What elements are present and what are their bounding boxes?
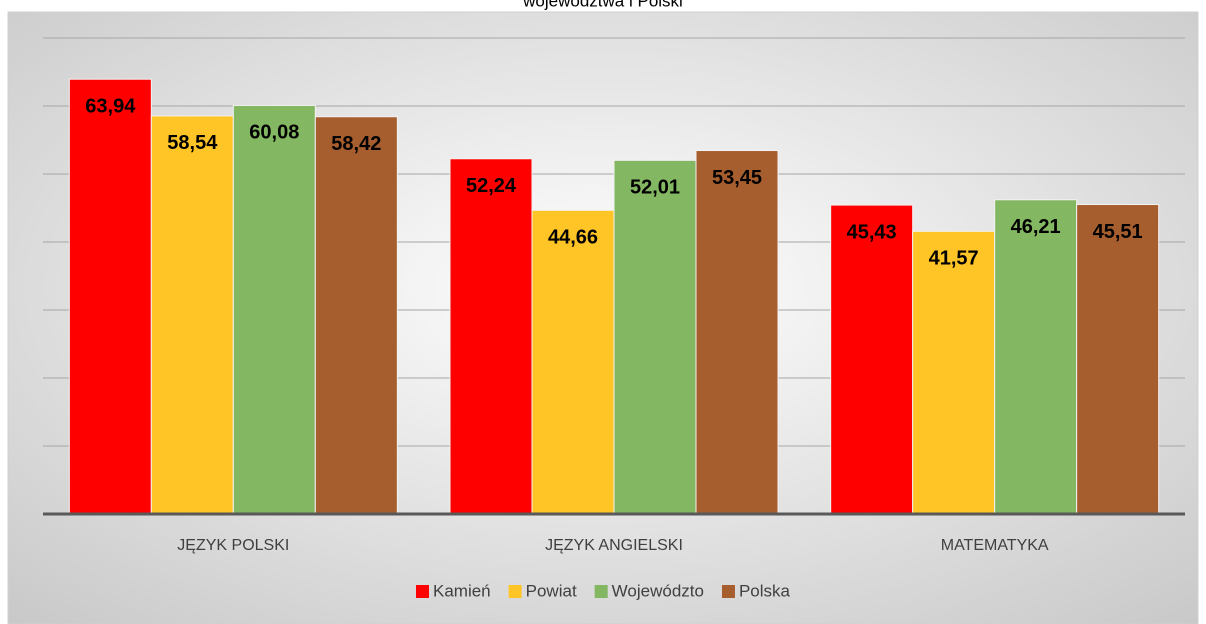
legend-label: Województo	[612, 581, 704, 600]
value-label: 52,01	[630, 177, 680, 199]
x-tick-label: JĘZYK ANGIELSKI	[545, 537, 683, 554]
value-label: 53,45	[712, 167, 762, 189]
legend-swatch	[508, 585, 522, 598]
value-label: 58,42	[331, 133, 381, 155]
bar	[912, 230, 996, 515]
legend-label: Polska	[739, 581, 791, 600]
value-label: 52,24	[466, 175, 517, 197]
bar	[314, 116, 398, 515]
bar	[150, 115, 234, 515]
value-label: 60,08	[249, 122, 299, 144]
value-label: 45,51	[1093, 221, 1143, 243]
bar	[232, 104, 316, 515]
value-label: 41,57	[929, 248, 979, 270]
x-tick-label: MATEMATYKA	[941, 537, 1049, 554]
bar	[830, 204, 914, 515]
value-label: 44,66	[548, 227, 598, 249]
bar	[449, 158, 533, 515]
bar	[1076, 204, 1160, 515]
bar	[531, 209, 615, 515]
value-label: 58,54	[167, 132, 218, 154]
legend-swatch	[416, 585, 429, 598]
bar	[994, 199, 1078, 515]
legend-swatch	[721, 585, 735, 598]
chart-title: województwa i Polski	[522, 0, 683, 10]
x-tick-label: JĘZYK POLSKI	[177, 537, 289, 554]
legend-swatch	[594, 585, 608, 598]
legend-label: Kamień	[433, 581, 491, 600]
bar	[695, 150, 779, 515]
value-label: 45,43	[847, 221, 897, 243]
value-label: 46,21	[1011, 216, 1061, 238]
bar	[613, 159, 697, 515]
value-label: 63,94	[85, 95, 136, 117]
legend-label: Powiat	[526, 581, 577, 600]
bar	[68, 78, 152, 515]
